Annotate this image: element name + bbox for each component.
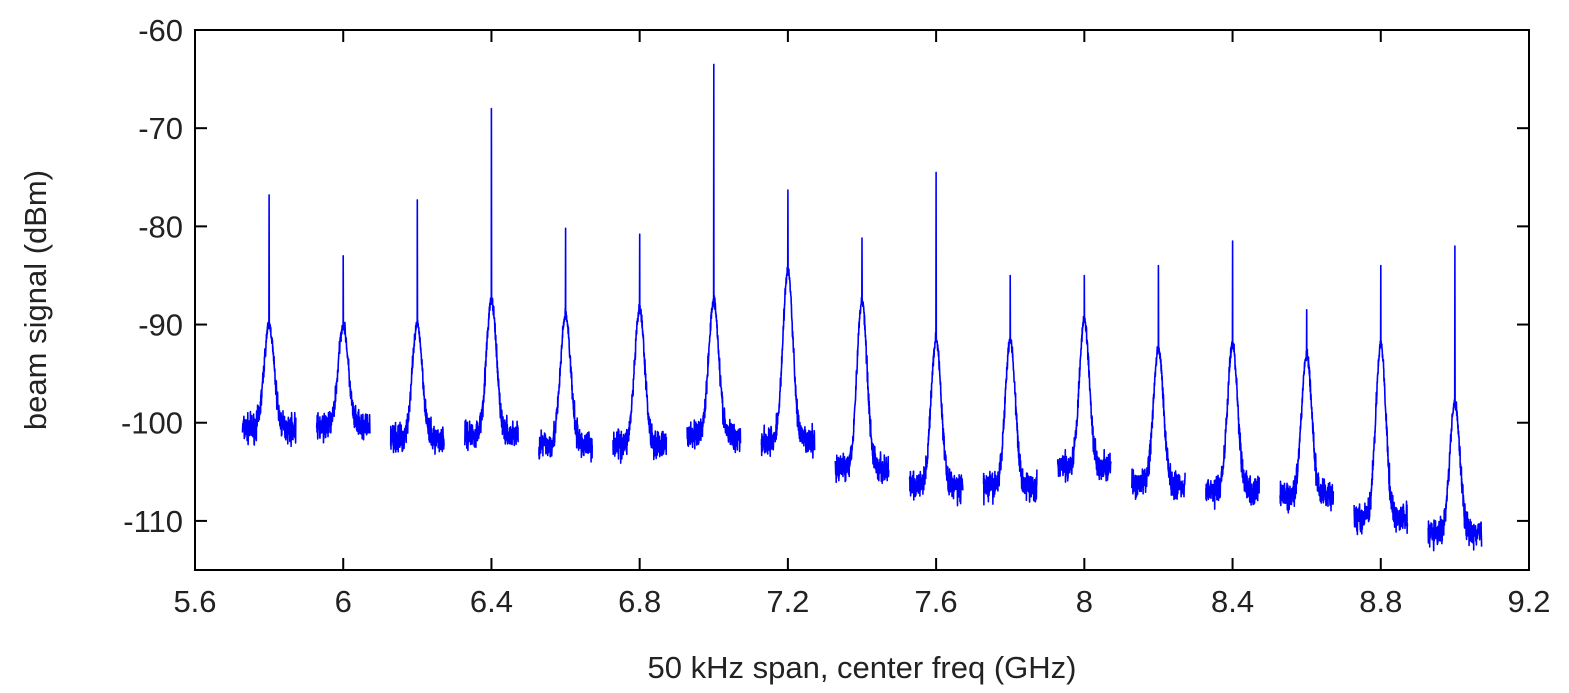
x-tick-label: 9.2	[1507, 584, 1550, 619]
beam-signal-series	[241, 63, 1483, 552]
peak-trace	[464, 107, 519, 452]
x-tick-label: 8.4	[1211, 584, 1254, 619]
y-tick-label: -80	[138, 209, 183, 244]
peak-trace	[389, 199, 445, 455]
peak-trace	[1205, 240, 1260, 510]
x-tick-label: 6.4	[470, 584, 513, 619]
y-tick-labels: -60 -70 -80 -90 -100 -110	[121, 13, 183, 539]
peak-trace	[315, 255, 371, 444]
peak-trace	[834, 237, 890, 485]
y-tick-label: -90	[138, 308, 183, 343]
plot-frame	[194, 29, 1530, 571]
y-tick-label: -100	[121, 406, 183, 441]
x-axis-title: 50 kHz span, center freq (GHz)	[648, 650, 1077, 685]
peak-trace	[760, 189, 816, 459]
axis-ticks	[194, 29, 1530, 570]
peak-trace	[686, 63, 742, 454]
x-tick-label: 7.2	[766, 584, 809, 619]
x-tick-label: 8.8	[1359, 584, 1402, 619]
peak-trace	[908, 171, 964, 507]
peak-trace	[612, 233, 668, 464]
peak-trace	[538, 227, 593, 463]
peak-trace	[1353, 264, 1409, 536]
peak-trace	[1131, 264, 1186, 501]
y-tick-label: -70	[138, 111, 183, 146]
x-tick-label: 6	[335, 584, 352, 619]
peak-trace	[982, 274, 1038, 506]
peak-trace	[1056, 274, 1112, 483]
y-tick-label: -110	[123, 504, 183, 539]
x-tick-label: 7.6	[915, 584, 958, 619]
peak-trace	[1427, 245, 1483, 552]
x-tick-labels: 5.6 6 6.4 6.8 7.2 7.6 8 8.4 8.8 9.2	[173, 584, 1550, 619]
peak-trace	[1279, 309, 1335, 514]
y-tick-label: -60	[138, 13, 183, 48]
y-axis-title: beam signal (dBm)	[18, 170, 53, 430]
x-tick-label: 8	[1076, 584, 1093, 619]
x-tick-label: 5.6	[173, 584, 216, 619]
peak-trace	[241, 194, 297, 448]
x-tick-label: 6.8	[618, 584, 661, 619]
